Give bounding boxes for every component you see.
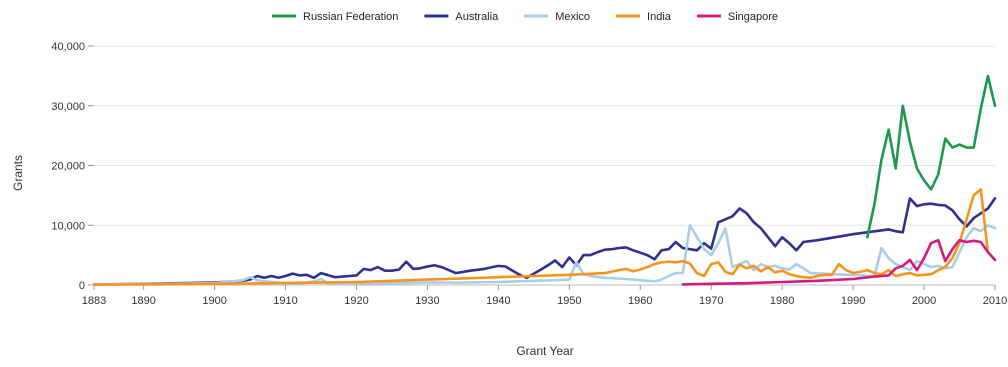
y-axis-label: Grants: [11, 155, 25, 191]
legend-label: Singapore: [728, 11, 778, 23]
x-tick-label: 1890: [131, 295, 155, 307]
x-tick-label: 1883: [82, 295, 106, 307]
series-line-australia: [92, 197, 997, 286]
x-tick-label: 1910: [273, 295, 297, 307]
gridlines: [94, 45, 995, 226]
axes: 0 10,000 20,000 30,000 40,000 1883 1890 1900 191…: [51, 41, 1007, 307]
x-tick-label: 1980: [770, 295, 794, 307]
y-tick-label: 0: [79, 280, 85, 292]
series-line-russian-federation: [865, 74, 997, 239]
x-tick-label: 2000: [912, 295, 936, 307]
legend-label: Australia: [455, 11, 499, 23]
x-tick-label: 1990: [841, 295, 865, 307]
x-tick-label: 1940: [486, 295, 510, 307]
x-tick-label: 1900: [202, 295, 226, 307]
series-line-singapore: [681, 238, 997, 286]
y-tick-label: 30,000: [51, 101, 85, 113]
y-tick-label: 10,000: [51, 220, 85, 232]
series-line-india: [92, 188, 990, 287]
x-tick-label: 1950: [557, 295, 581, 307]
x-tick-label: 1920: [344, 295, 368, 307]
legend: Russian Federation Australia Mexico India Si…: [272, 11, 778, 23]
x-axis-label: Grant Year: [516, 344, 573, 358]
x-tick-label: 1970: [699, 295, 723, 307]
x-tick-label: 1960: [628, 295, 652, 307]
legend-label: India: [647, 11, 672, 23]
x-tick-label: 2010: [983, 295, 1007, 307]
series-lines: [92, 74, 997, 287]
y-tick-label: 40,000: [51, 41, 85, 53]
x-tick-label: 1930: [415, 295, 439, 307]
legend-label: Mexico: [555, 11, 590, 23]
y-tick-label: 20,000: [51, 161, 85, 173]
legend-label: Russian Federation: [303, 11, 398, 23]
